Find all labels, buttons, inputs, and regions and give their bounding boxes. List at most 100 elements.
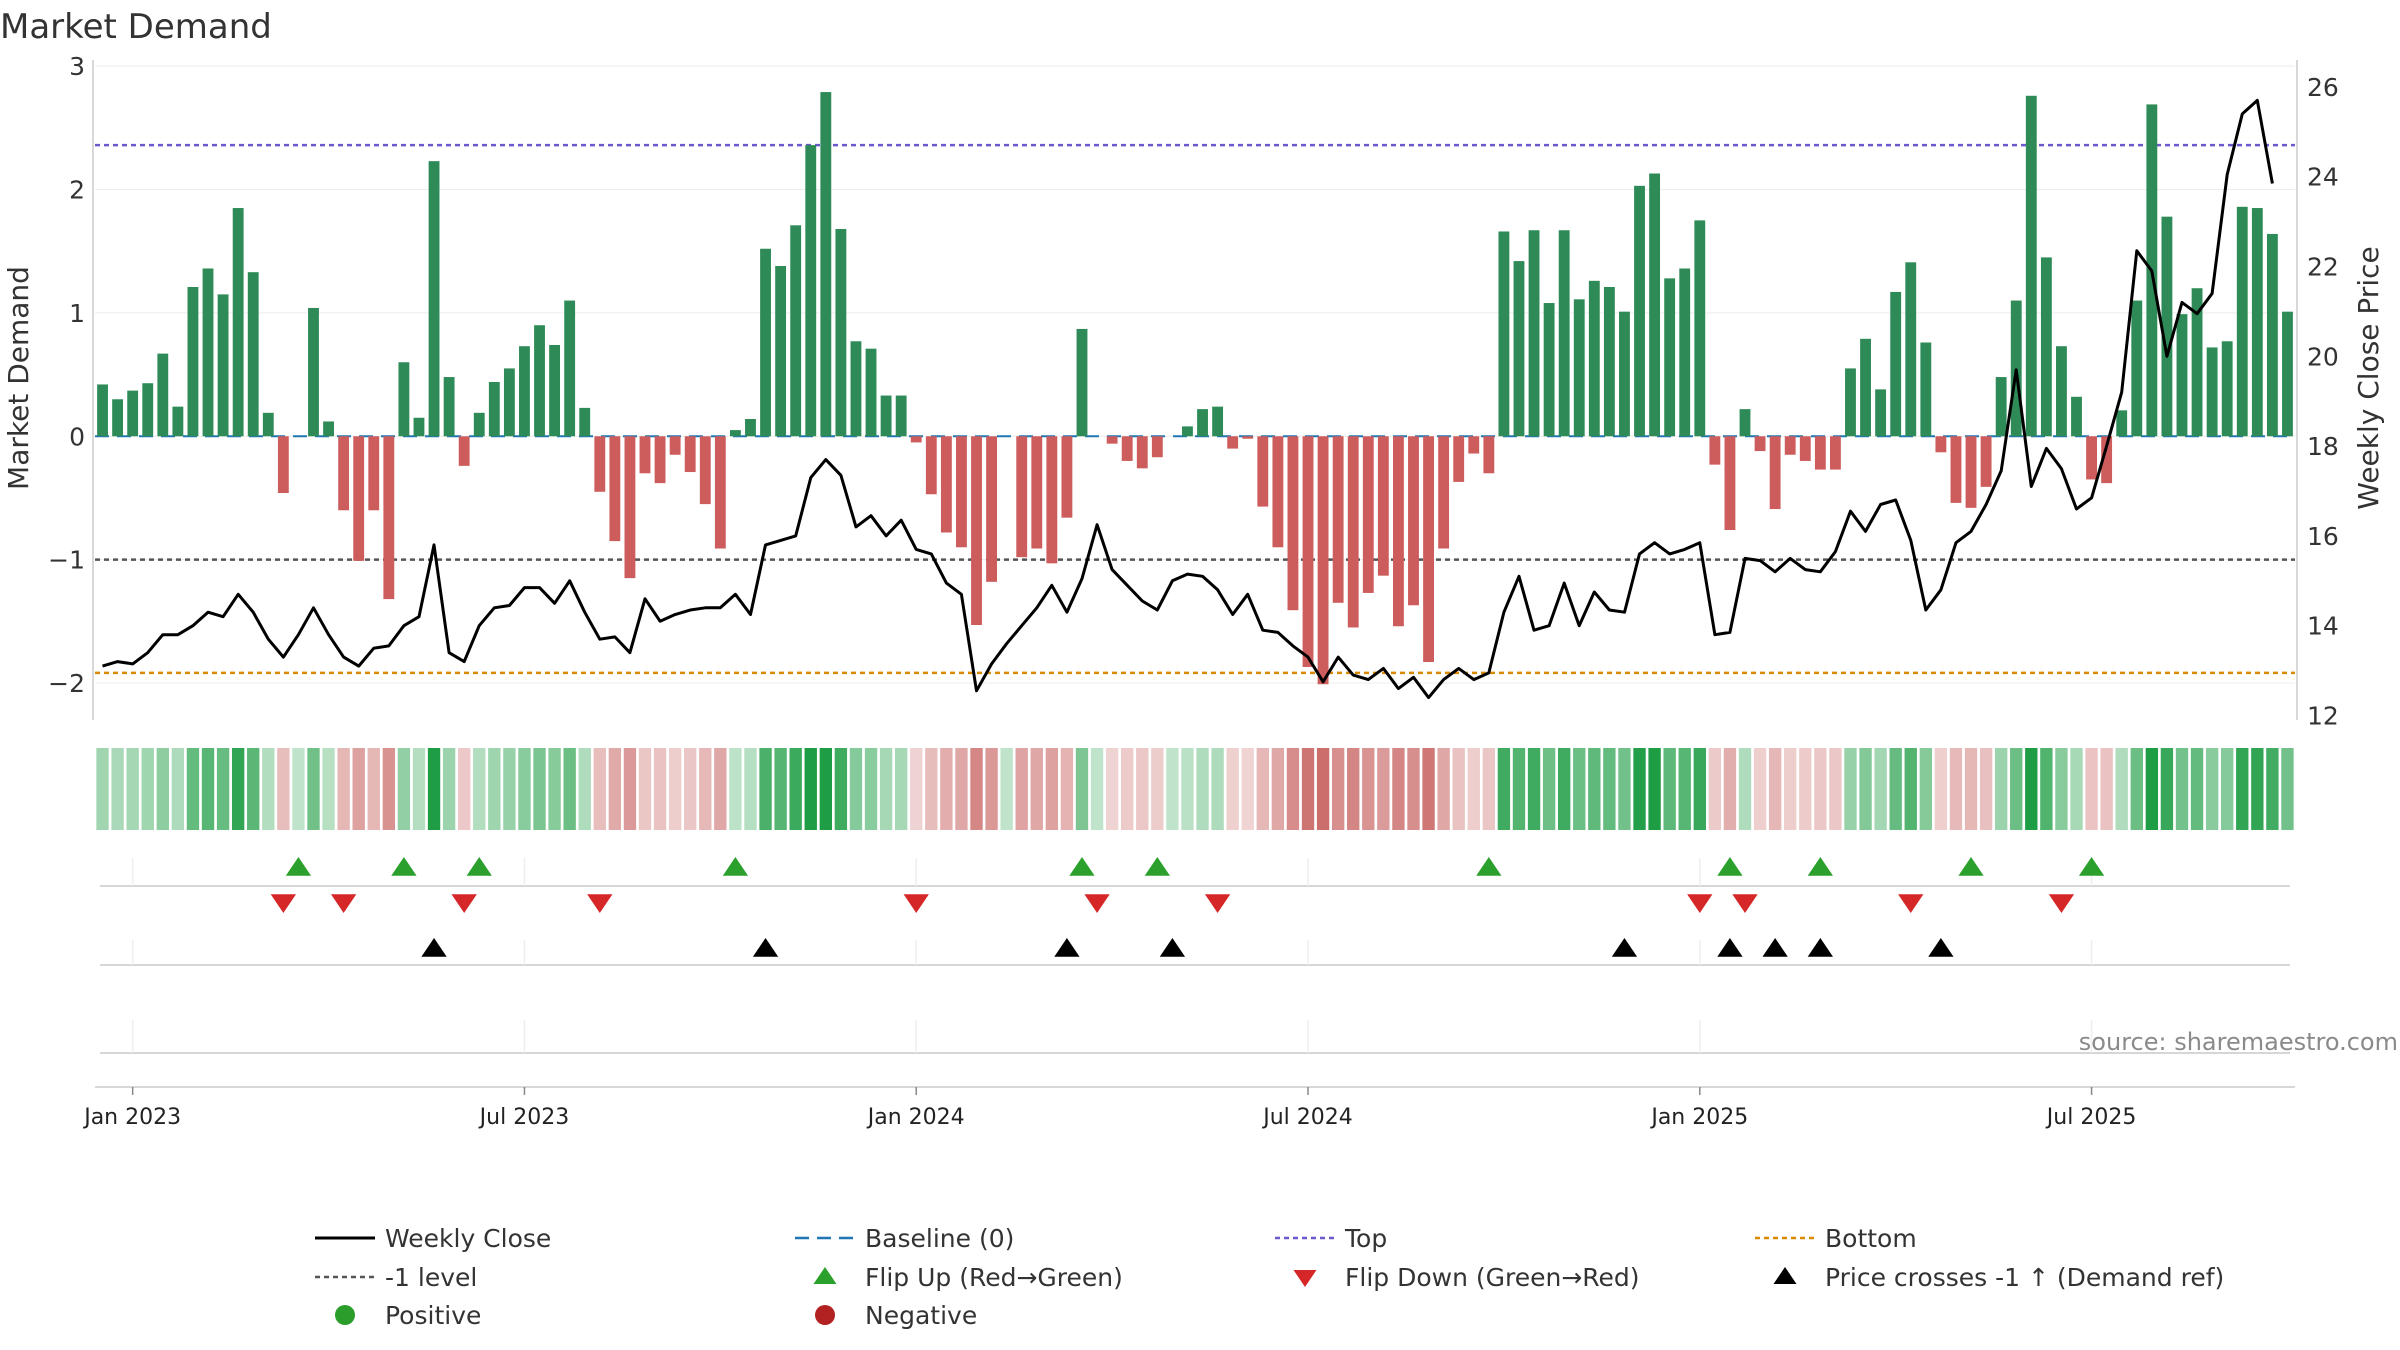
demand-bar <box>1739 409 1751 437</box>
demand-bar <box>97 384 108 437</box>
heat-cell <box>774 748 787 830</box>
demand-bar <box>820 92 832 437</box>
demand-bar <box>1875 389 1887 437</box>
flip-down-marker <box>587 894 613 913</box>
heat-cell <box>1060 748 1074 830</box>
heat-cell <box>1392 748 1405 830</box>
demand-bar <box>2071 396 2082 437</box>
legend-swatch <box>815 1305 835 1325</box>
heat-cell <box>126 748 139 830</box>
source-note: source: sharemaestro.com <box>2079 1028 2398 1056</box>
legend-label: Positive <box>385 1301 481 1330</box>
demand-bar <box>564 300 576 437</box>
demand-bar <box>654 436 666 484</box>
heat-cell <box>910 748 923 830</box>
legend: Weekly Close Baseline (0) Top Bottom -1 leve… <box>315 1224 2224 1330</box>
demand-bar <box>1935 436 1947 453</box>
heat-cell <box>2160 748 2174 830</box>
heat-cell <box>819 748 832 830</box>
heat-cell <box>1904 748 1917 830</box>
demand-bar <box>534 325 545 437</box>
heat-cell <box>1452 748 1465 830</box>
demand-bar <box>308 307 319 437</box>
heat-cell <box>307 748 320 830</box>
heat-cell <box>247 748 260 830</box>
heat-cell <box>1286 748 1300 830</box>
heat-cell <box>2025 748 2038 830</box>
heat-cell <box>1226 748 1239 830</box>
legend-item: Bottom <box>1755 1224 1917 1253</box>
demand-bar <box>1468 436 1480 454</box>
demand-bar <box>1829 436 1841 470</box>
legend-label: Negative <box>865 1301 977 1330</box>
legend-item: Negative <box>815 1301 977 1330</box>
demand-bar <box>1965 436 1977 508</box>
heat-cell <box>1663 748 1676 830</box>
demand-bar <box>1061 436 1073 518</box>
heat-cell <box>955 748 968 830</box>
demand-bars <box>97 92 2293 685</box>
demand-bar <box>157 353 169 437</box>
demand-bar <box>1724 436 1736 531</box>
demand-bar <box>2251 208 2263 437</box>
heat-cell <box>2040 748 2053 830</box>
legend-label: Price crosses -1 ↑ (Demand ref) <box>1825 1263 2224 1292</box>
legend-item: Positive <box>335 1301 481 1330</box>
flip-down-marker <box>451 894 477 913</box>
demand-bar <box>488 381 500 437</box>
heat-cell <box>834 748 848 830</box>
x-tick-label: Jan 2024 <box>866 1105 965 1130</box>
demand-bar <box>835 229 847 437</box>
legend-item: Price crosses -1 ↑ (Demand ref) <box>1773 1263 2224 1292</box>
heat-cell <box>699 748 712 830</box>
demand-bar <box>1498 231 1510 437</box>
demand-bar <box>1995 377 2007 437</box>
demand-bar <box>805 145 817 437</box>
heat-cell <box>1874 748 1887 830</box>
heat-cell <box>111 748 124 830</box>
demand-bar <box>1362 436 1374 593</box>
heat-cell <box>548 748 561 830</box>
heat-cell <box>1497 748 1511 830</box>
demand-bar <box>1513 261 1525 437</box>
heat-cell <box>1377 748 1390 830</box>
y2-tick-label: 14 <box>2307 612 2339 641</box>
flip-down-marker <box>1204 894 1231 913</box>
heat-cell <box>2010 748 2023 830</box>
demand-bar <box>1257 436 1269 507</box>
heat-cell <box>1181 748 1194 830</box>
demand-bar <box>1920 342 1932 437</box>
demand-bar <box>2236 206 2248 437</box>
demand-bar <box>1664 278 1676 437</box>
heat-cell <box>1829 748 1842 830</box>
y2-tick-label: 20 <box>2307 342 2339 371</box>
heat-cell <box>201 748 215 830</box>
heat-cell <box>1015 748 1028 830</box>
demand-bar <box>2221 341 2233 437</box>
heat-cell <box>1437 748 1450 830</box>
heat-cell <box>382 748 396 830</box>
demand-bar <box>669 436 681 455</box>
heat-cell <box>1271 748 1285 830</box>
flip-up-marker <box>1717 857 1743 876</box>
y2-tick-label: 26 <box>2307 73 2339 102</box>
price-cross-marker <box>1807 938 1833 957</box>
price-cross-marker <box>1159 938 1186 957</box>
heat-cell <box>2100 748 2113 830</box>
axes: 3 2 1 0 −1 −2 26 24 22 20 18 16 14 12 <box>48 52 2339 730</box>
demand-bar <box>112 399 124 437</box>
heat-cell <box>1588 748 1601 830</box>
heat-cell <box>171 748 185 830</box>
x-tick-label: Jan 2023 <box>82 1105 181 1130</box>
y-axis-label: Market Demand <box>2 266 35 490</box>
heat-cell <box>1151 748 1164 830</box>
legend-item: Baseline (0) <box>795 1224 1014 1253</box>
heat-cell <box>2205 748 2219 830</box>
y-tick-label: 0 <box>69 422 85 451</box>
heat-cell <box>684 748 697 830</box>
demand-bar <box>1573 299 1585 437</box>
flip-down-marker <box>1732 894 1758 913</box>
weekly-close-line <box>102 98 2274 700</box>
heat-cell <box>744 748 757 830</box>
demand-bar <box>1151 436 1163 458</box>
